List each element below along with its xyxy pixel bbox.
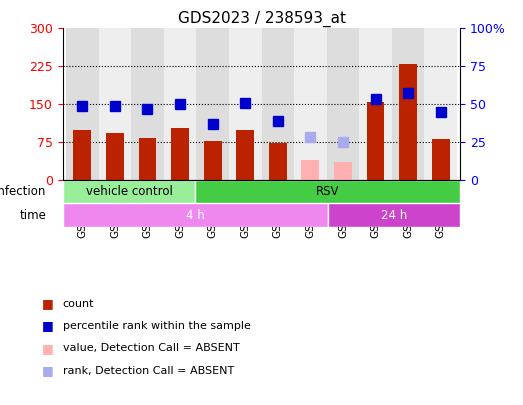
Bar (327, 28, 359, 180)
Text: vehicle control: vehicle control (86, 185, 173, 198)
Bar (106, 133, 124, 180)
Bar (359, 28, 392, 180)
Bar (392, 28, 424, 180)
Title: GDS2023 / 238593_at: GDS2023 / 238593_at (177, 11, 346, 27)
Bar (203, 141, 222, 180)
Text: ■: ■ (42, 320, 53, 333)
Bar (236, 130, 254, 180)
FancyBboxPatch shape (328, 203, 460, 227)
FancyBboxPatch shape (63, 203, 328, 227)
Text: 24 h: 24 h (381, 209, 407, 222)
FancyBboxPatch shape (63, 180, 195, 203)
Bar (269, 143, 287, 180)
Text: 4 h: 4 h (186, 209, 204, 222)
Text: infection: infection (0, 185, 46, 198)
Bar (139, 139, 156, 180)
Bar (262, 28, 294, 180)
Bar (196, 28, 229, 180)
Bar (66, 28, 99, 180)
Bar (131, 28, 164, 180)
Text: ■: ■ (42, 342, 53, 355)
Text: count: count (63, 299, 94, 309)
Bar (301, 160, 320, 180)
Bar (424, 28, 457, 180)
Text: ■: ■ (42, 364, 53, 377)
Text: value, Detection Call = ABSENT: value, Detection Call = ABSENT (63, 343, 240, 353)
Bar (229, 28, 262, 180)
Text: RSV: RSV (316, 185, 339, 198)
Bar (294, 28, 327, 180)
Text: percentile rank within the sample: percentile rank within the sample (63, 321, 251, 331)
Bar (367, 102, 384, 180)
Bar (164, 28, 196, 180)
Text: rank, Detection Call = ABSENT: rank, Detection Call = ABSENT (63, 366, 234, 375)
FancyBboxPatch shape (195, 180, 460, 203)
Bar (73, 130, 92, 180)
Bar (99, 28, 131, 180)
Text: ■: ■ (42, 297, 53, 310)
Bar (334, 162, 352, 180)
Bar (399, 64, 417, 180)
Bar (171, 128, 189, 180)
Text: time: time (19, 209, 46, 222)
Bar (431, 139, 450, 180)
